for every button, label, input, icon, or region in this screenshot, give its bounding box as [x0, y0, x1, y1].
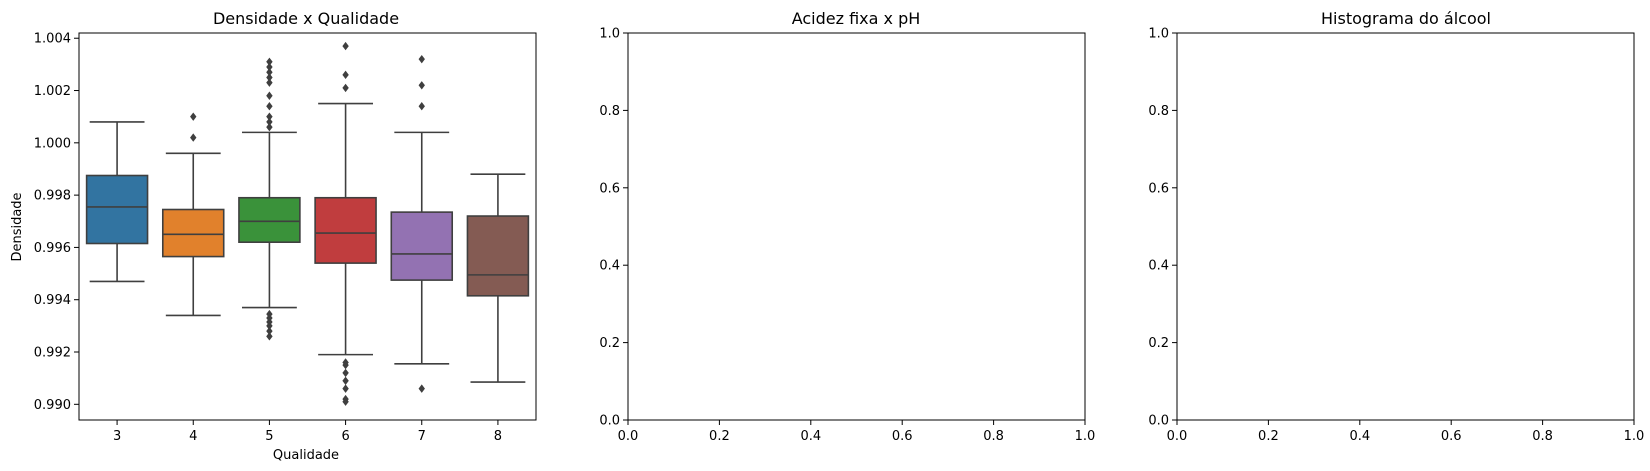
outlier-point [266, 68, 273, 77]
outlier-point [418, 102, 425, 111]
box-iqr [466, 215, 530, 297]
outlier-point [342, 368, 349, 378]
outlier-point [418, 81, 425, 90]
y-tick-label: 1.002 [34, 84, 71, 99]
y-tick-label: 0.6 [1148, 181, 1169, 196]
box-6 [314, 41, 377, 406]
x-tick-label: 8 [494, 429, 502, 444]
y-tick-label: 0.994 [34, 293, 71, 308]
y-tick-label: 0.8 [1148, 104, 1169, 119]
y-tick-label: 0.8 [599, 104, 620, 119]
x-tick-label: 0.4 [1349, 429, 1370, 444]
x-tick-label: 1.0 [1624, 429, 1645, 444]
y-tick-label: 1.000 [34, 136, 71, 151]
tick-group: 0.990 0.992 0.994 0.996 0.998 1.000 1.002 1.004… [34, 32, 502, 444]
box-group [85, 41, 530, 406]
plot-frame [78, 32, 537, 421]
x-axis-label: Qualidade [273, 448, 339, 463]
outlier-point [266, 309, 273, 319]
box-iqr [85, 174, 149, 245]
outlier-point [266, 326, 273, 336]
outlier-point [342, 70, 349, 80]
x-tick-label: 0.2 [1258, 429, 1279, 444]
box-8 [466, 173, 530, 383]
box-7 [390, 54, 454, 393]
box-iqr [161, 208, 225, 258]
outlier-point [342, 83, 349, 93]
outlier-point [266, 102, 273, 111]
tick-group: 0.0 0.2 0.4 0.6 0.8 1.0 0.0 0.2 0.4 0.6 0.8 1.0 [599, 27, 1095, 445]
y-tick-label: 1.0 [1148, 27, 1169, 42]
outlier-point [342, 384, 349, 393]
outlier-point [190, 133, 197, 142]
y-tick-label: 0.990 [34, 398, 71, 413]
density-quality-panel: Densidade x Qualidade Qualidade Densidad… [10, 9, 537, 463]
box-4 [161, 112, 225, 317]
y-tick-label: 0.992 [34, 346, 71, 361]
x-tick-label: 0.6 [1441, 429, 1462, 444]
alcohol-histogram-panel: Histograma do álcool 0.00.20.40.60.81.00… [1148, 9, 1644, 444]
outlier-point [266, 122, 273, 132]
box-iqr [390, 211, 454, 281]
outlier-point [266, 78, 273, 87]
y-tick-label: 0.996 [34, 241, 71, 256]
outlier-point [342, 394, 349, 404]
x-tick-label: 0.8 [1532, 429, 1553, 444]
acidity-ph-panel: Acidez fixa x pH 0.00.20.40.60.81.00.0 0.… [599, 9, 1095, 444]
chart-title: Acidez fixa x pH [792, 9, 921, 28]
y-tick-label: 0.2 [599, 336, 620, 351]
y-tick-label: 0.4 [1148, 259, 1169, 274]
plot-frame [1176, 32, 1635, 421]
outlier-point [342, 41, 349, 51]
chart-title: Densidade x Qualidade [213, 9, 399, 28]
y-tick-label: 1.004 [34, 32, 71, 47]
x-tick-label: 0.2 [709, 429, 730, 444]
x-tick-label: 0.4 [800, 429, 821, 444]
x-tick-label: 3 [113, 429, 121, 444]
chart-title: Histograma do álcool [1321, 9, 1491, 28]
x-tick-label: 7 [418, 429, 426, 444]
outlier-point [266, 117, 273, 127]
outlier-point [418, 54, 425, 64]
outlier-point [342, 376, 349, 385]
box-3 [85, 121, 149, 283]
x-tick-label: 1.0 [1075, 429, 1096, 444]
y-tick-label: 0.6 [599, 181, 620, 196]
tick-group: 0.0 0.2 0.4 0.6 0.8 1.0 0.0 0.2 0.4 0.6 0.8 1.0 [1148, 27, 1644, 445]
x-tick-label: 5 [265, 429, 273, 444]
box-5 [238, 57, 301, 341]
outlier-point [190, 112, 197, 121]
y-tick-label: 0.4 [599, 259, 620, 274]
y-axis-label: Densidade [10, 192, 25, 261]
outlier-point [266, 73, 273, 82]
x-tick-label: 4 [189, 429, 197, 444]
x-tick-label: 0.6 [892, 429, 913, 444]
outlier-point [266, 91, 273, 100]
outlier-point [266, 112, 273, 121]
outlier-point [266, 62, 273, 72]
box-iqr [314, 196, 377, 264]
x-tick-label: 0.0 [1167, 429, 1188, 444]
x-tick-label: 0.8 [983, 429, 1004, 444]
x-tick-label: 6 [341, 429, 349, 444]
box-iqr [238, 196, 301, 243]
outlier-point [418, 384, 425, 393]
outlier-point [266, 332, 273, 341]
outlier-point [342, 358, 349, 367]
plot-frame [627, 32, 1086, 421]
outlier-point [266, 57, 273, 66]
y-tick-label: 0.2 [1148, 336, 1169, 351]
y-tick-label: 0.0 [599, 414, 620, 429]
y-tick-label: 1.0 [599, 27, 620, 42]
x-tick-label: 0.0 [618, 429, 639, 444]
y-tick-label: 0.998 [34, 189, 71, 204]
y-tick-label: 0.0 [1148, 414, 1169, 429]
